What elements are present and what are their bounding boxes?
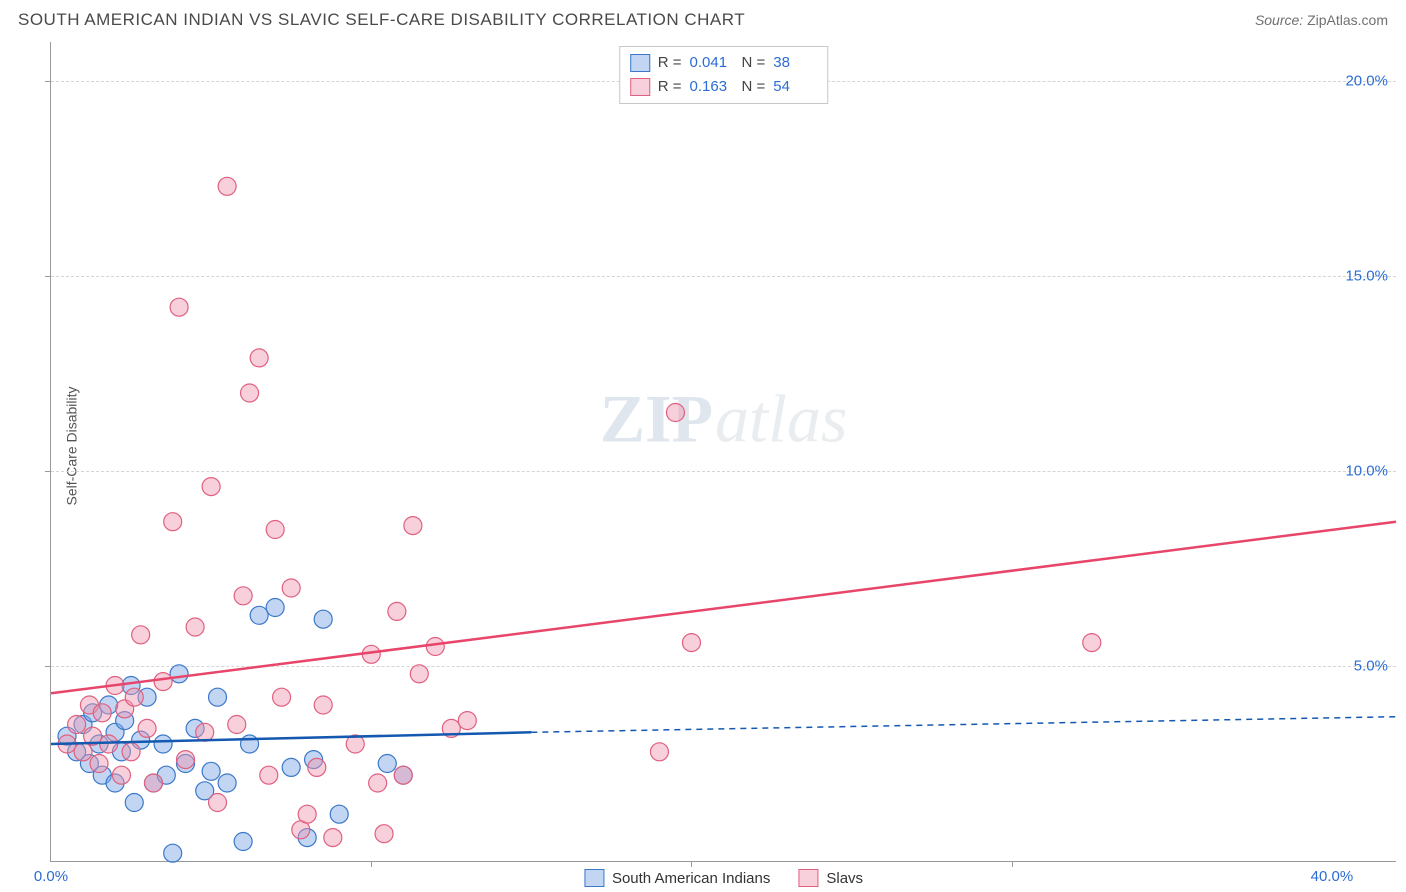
legend-entry-2: Slavs [798,869,863,887]
data-point [196,723,214,741]
legend-bottom-label-2: Slavs [826,870,863,887]
legend-correlation: R = 0.041 N = 38 R = 0.163 N = 54 [619,46,829,104]
x-tick-label: 0.0% [34,868,68,885]
data-point [218,774,236,792]
r-label-1: R = [658,51,682,75]
legend-row-series1: R = 0.041 N = 38 [630,51,818,75]
r-value-2: 0.163 [690,75,734,99]
legend-row-series2: R = 0.163 N = 54 [630,75,818,99]
data-point [410,665,428,683]
legend-swatch-2 [630,78,650,96]
data-point [234,833,252,851]
legend-bottom-swatch-1 [584,869,604,887]
r-label-2: R = [658,75,682,99]
data-point [100,735,118,753]
data-point [122,743,140,761]
data-point [324,829,342,847]
data-point [1083,634,1101,652]
data-point [250,606,268,624]
source-value: ZipAtlas.com [1307,12,1388,28]
data-point [138,719,156,737]
data-point [132,626,150,644]
data-point [164,513,182,531]
data-point [209,688,227,706]
data-point [388,602,406,620]
data-point [282,758,300,776]
legend-series: South American Indians Slavs [584,869,863,887]
data-point [209,794,227,812]
x-tick-label: 40.0% [1311,868,1354,885]
data-point [650,743,668,761]
data-point [218,177,236,195]
data-point [125,688,143,706]
data-point [426,638,444,656]
data-point [298,805,316,823]
data-point [68,716,86,734]
data-point [144,774,162,792]
data-point [314,610,332,628]
data-point [266,521,284,539]
n-label-1: N = [742,51,766,75]
n-value-2: 54 [773,75,817,99]
r-value-1: 0.041 [690,51,734,75]
legend-bottom-label-1: South American Indians [612,870,770,887]
data-point [125,794,143,812]
x-tick-mark [691,861,692,867]
data-point [404,517,422,535]
data-point [234,587,252,605]
legend-swatch-1 [630,54,650,72]
trend-line-extension [531,717,1396,733]
data-point [93,704,111,722]
data-point [154,673,172,691]
n-label-2: N = [742,75,766,99]
x-tick-mark [371,861,372,867]
n-value-1: 38 [773,51,817,75]
source-label: Source: [1255,12,1303,28]
data-point [378,755,396,773]
data-point [458,712,476,730]
legend-entry-1: South American Indians [584,869,770,887]
data-point [202,762,220,780]
data-point [369,774,387,792]
data-point [164,844,182,862]
chart-area: ZIPatlas R = 0.041 N = 38 R = 0.163 N = … [50,42,1396,862]
data-point [682,634,700,652]
data-point [241,735,259,753]
plot-area: ZIPatlas R = 0.041 N = 38 R = 0.163 N = … [50,42,1396,862]
data-point [241,384,259,402]
data-point [90,755,108,773]
data-point [170,665,188,683]
data-point [74,743,92,761]
scatter-svg [51,42,1396,861]
data-point [186,618,204,636]
data-point [177,751,195,769]
data-point [228,716,246,734]
data-point [202,478,220,496]
data-point [250,349,268,367]
x-tick-mark [1012,861,1013,867]
chart-header: SOUTH AMERICAN INDIAN VS SLAVIC SELF-CAR… [0,0,1406,36]
data-point [260,766,278,784]
chart-title: SOUTH AMERICAN INDIAN VS SLAVIC SELF-CAR… [18,10,745,30]
chart-source: Source: ZipAtlas.com [1255,12,1388,28]
data-point [375,825,393,843]
data-point [308,758,326,776]
data-point [330,805,348,823]
trend-line [51,522,1396,694]
data-point [266,599,284,617]
data-point [314,696,332,714]
data-point [154,735,172,753]
legend-bottom-swatch-2 [798,869,818,887]
data-point [170,298,188,316]
data-point [666,404,684,422]
data-point [112,766,130,784]
data-point [273,688,291,706]
data-point [282,579,300,597]
data-point [394,766,412,784]
